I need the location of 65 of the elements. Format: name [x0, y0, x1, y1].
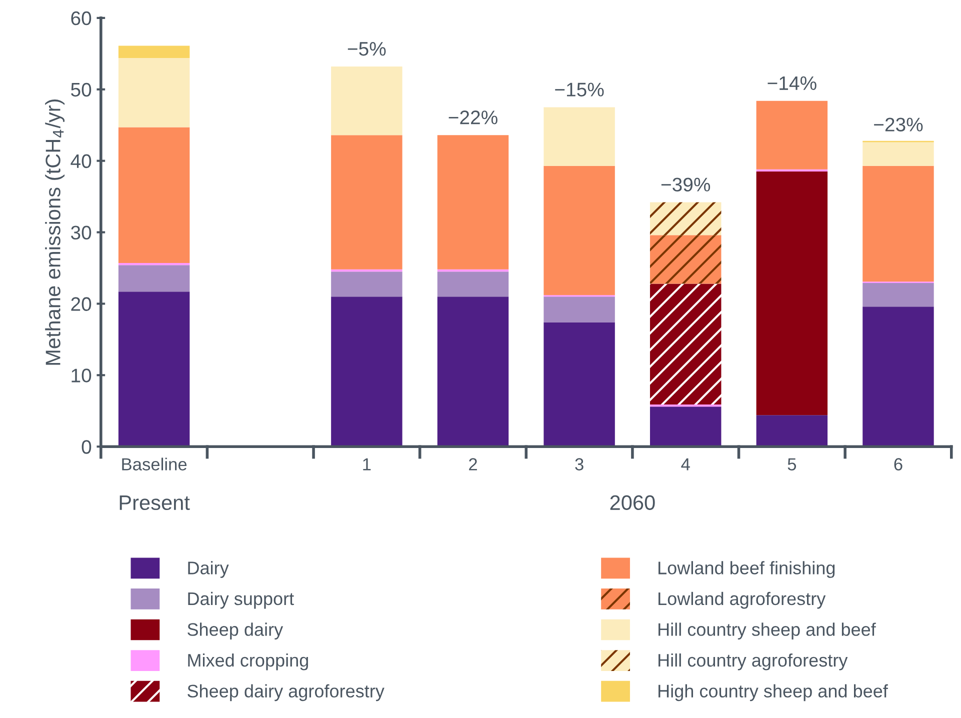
x-tick-label: 6 — [894, 458, 902, 470]
bar — [437, 272, 509, 297]
annotation: −23% — [874, 118, 923, 132]
bar — [756, 100, 828, 170]
bar — [756, 169, 828, 172]
bar — [331, 296, 402, 447]
x-tick-label: 2 — [469, 458, 477, 470]
bar — [118, 127, 190, 263]
bar — [118, 265, 190, 292]
legend-label: Lowland beef finishing — [658, 561, 835, 578]
y-tick-label: 0 — [82, 440, 92, 454]
y-tick-label: 20 — [71, 297, 92, 311]
bar — [118, 46, 190, 58]
annotation: −22% — [448, 110, 498, 124]
y-tick-label: 60 — [71, 11, 92, 26]
legend-label: Mixed cropping — [188, 653, 308, 670]
bar — [118, 262, 190, 266]
y-tick-label: 10 — [72, 368, 92, 382]
bar — [544, 322, 615, 447]
y-tick-label: 50 — [71, 82, 92, 97]
bar — [650, 202, 722, 236]
legend-label: Dairy support — [188, 592, 294, 609]
x-tick-label: 3 — [575, 458, 584, 470]
x-tick-label: 4 — [681, 458, 690, 470]
bar — [862, 166, 934, 282]
bar — [756, 415, 828, 447]
text: 2060 — [610, 495, 655, 510]
bar — [331, 272, 402, 297]
bar — [437, 269, 509, 272]
annotation: −39% — [661, 178, 710, 192]
bar — [544, 107, 615, 166]
bar — [544, 166, 615, 296]
legend-label: Sheep dairy — [188, 622, 284, 640]
legend-label: Sheep dairy agroforestry — [188, 684, 384, 702]
annotation: −5% — [348, 42, 386, 56]
legend-label: High country sheep and beef — [658, 684, 888, 702]
bar — [118, 58, 190, 128]
bar — [862, 282, 934, 307]
bar — [437, 135, 509, 270]
bar — [650, 235, 722, 284]
bar — [756, 172, 828, 416]
legend-label: Hill country agroforestry — [658, 653, 848, 670]
bar — [331, 269, 402, 272]
x-tick-label: 5 — [788, 458, 796, 470]
bar — [331, 66, 402, 136]
bar — [437, 296, 509, 447]
legend-label: Dairy — [188, 561, 229, 578]
x-tick-label: Baseline — [122, 458, 187, 470]
y-tick-label: 40 — [70, 154, 92, 168]
bar — [331, 135, 402, 270]
bar — [118, 292, 190, 447]
y-tick-label: 30 — [70, 226, 92, 240]
bar — [544, 296, 615, 322]
y-axis-title: Methane emissions (tCH$_{4}$/yr) — [45, 100, 65, 365]
x-tick-label: 1 — [363, 458, 371, 470]
bar — [650, 284, 722, 404]
legend-label: Hill country sheep and beef — [658, 622, 876, 640]
legend-label: Lowland agroforestry — [658, 592, 826, 609]
bar — [862, 306, 934, 447]
annotation: −14% — [768, 76, 816, 90]
annotation: −15% — [555, 82, 604, 96]
text: Present — [120, 496, 190, 510]
bar — [650, 406, 722, 447]
bar — [862, 142, 934, 166]
bar — [650, 404, 722, 407]
